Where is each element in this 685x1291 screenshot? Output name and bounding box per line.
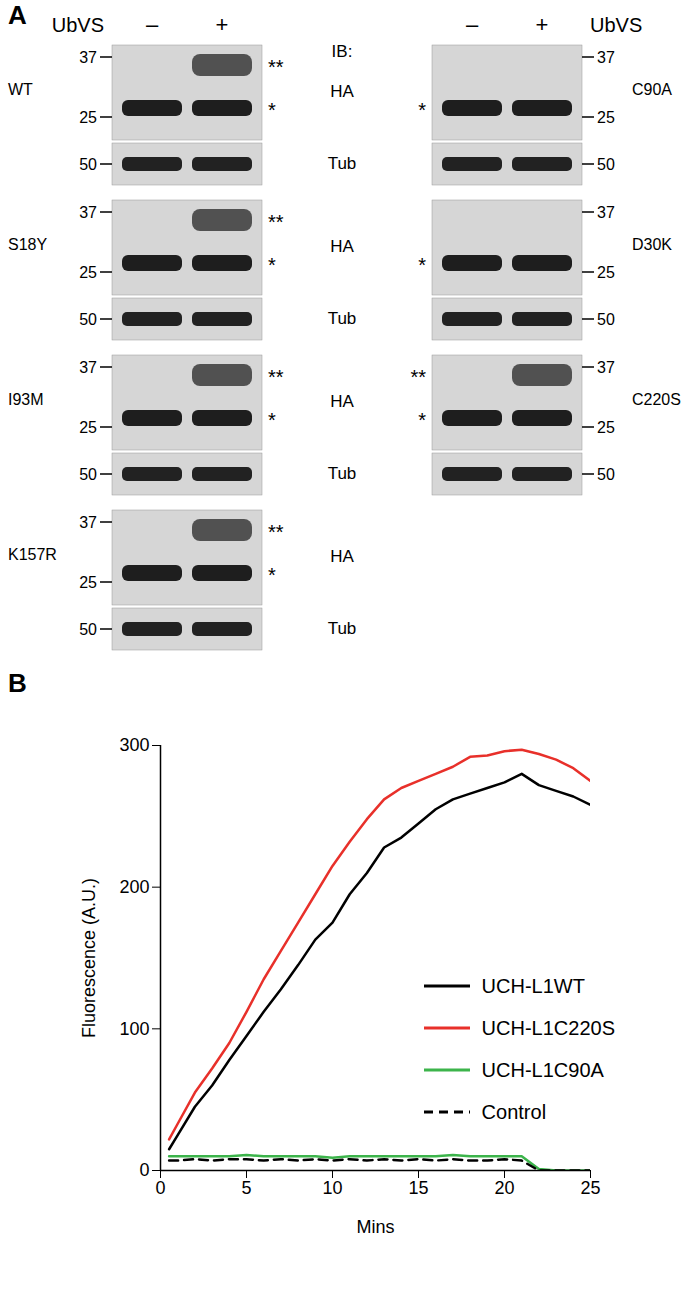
html-text:UCH-L1C90A: UCH-L1C90A — [481, 1058, 604, 1081]
svg-text:50: 50 — [79, 621, 97, 638]
svg-text:50: 50 — [597, 311, 615, 328]
svg-text:Tub: Tub — [328, 154, 357, 173]
html-text:UCH-L1C220S: UCH-L1C220S — [481, 1016, 615, 1039]
svg-text:UbVS: UbVS — [52, 14, 104, 36]
svg-text:50: 50 — [79, 466, 97, 483]
svg-text:5: 5 — [241, 1178, 251, 1198]
svg-text:37: 37 — [79, 359, 97, 376]
svg-text:Tub: Tub — [328, 464, 357, 483]
svg-text:Mins: Mins — [356, 1217, 394, 1237]
svg-text:37: 37 — [597, 49, 615, 66]
svg-text:**: ** — [410, 366, 426, 388]
svg-text:25: 25 — [597, 109, 615, 126]
svg-text:Fluorescence (A.U.): Fluorescence (A.U.) — [79, 878, 99, 1038]
svg-text:HA: HA — [330, 547, 354, 566]
svg-text:C90A: C90A — [632, 81, 672, 98]
svg-text:25: 25 — [580, 1178, 600, 1198]
svg-text:D30K: D30K — [632, 236, 672, 253]
html-text:UCH-L1WT: UCH-L1WT — [481, 974, 585, 997]
svg-text:200: 200 — [119, 877, 149, 897]
svg-text:0: 0 — [155, 1178, 165, 1198]
svg-text:37: 37 — [597, 204, 615, 221]
html-text:B: B — [8, 668, 27, 698]
svg-text:37: 37 — [79, 49, 97, 66]
svg-text:10: 10 — [322, 1178, 342, 1198]
svg-text:*: * — [268, 564, 276, 586]
svg-text:*: * — [268, 99, 276, 121]
svg-text:HA: HA — [330, 237, 354, 256]
svg-text:HA: HA — [330, 82, 354, 101]
svg-text:*: * — [418, 254, 426, 276]
svg-text:+: + — [216, 12, 229, 37]
svg-text:0: 0 — [139, 1160, 149, 1180]
svg-text:**: ** — [268, 56, 284, 78]
svg-text:C220S: C220S — [632, 391, 681, 408]
svg-text:25: 25 — [597, 419, 615, 436]
svg-text:A: A — [8, 0, 27, 30]
svg-text:Tub: Tub — [328, 619, 357, 638]
svg-text:*: * — [418, 99, 426, 121]
svg-text:20: 20 — [494, 1178, 514, 1198]
svg-text:50: 50 — [597, 156, 615, 173]
svg-text:*: * — [268, 254, 276, 276]
svg-text:25: 25 — [597, 264, 615, 281]
svg-text:–: – — [146, 12, 159, 37]
svg-text:25: 25 — [79, 264, 97, 281]
svg-text:50: 50 — [79, 156, 97, 173]
svg-text:*: * — [268, 409, 276, 431]
svg-text:K157R: K157R — [8, 546, 57, 563]
svg-text:37: 37 — [79, 514, 97, 531]
svg-text:+: + — [536, 12, 549, 37]
svg-text:**: ** — [268, 366, 284, 388]
svg-text:15: 15 — [408, 1178, 428, 1198]
svg-text:37: 37 — [597, 359, 615, 376]
svg-text:**: ** — [268, 521, 284, 543]
svg-text:25: 25 — [79, 109, 97, 126]
svg-text:S18Y: S18Y — [8, 236, 47, 253]
svg-text:100: 100 — [119, 1019, 149, 1039]
svg-text:WT: WT — [8, 81, 33, 98]
svg-text:*: * — [418, 409, 426, 431]
svg-text:50: 50 — [597, 466, 615, 483]
svg-text:50: 50 — [79, 311, 97, 328]
svg-text:37: 37 — [79, 204, 97, 221]
svg-text:–: – — [466, 12, 479, 37]
svg-text:UbVS: UbVS — [590, 14, 642, 36]
svg-text:IB:: IB: — [332, 42, 353, 61]
svg-text:**: ** — [268, 211, 284, 233]
svg-text:I93M: I93M — [8, 391, 44, 408]
svg-text:25: 25 — [79, 419, 97, 436]
svg-text:Tub: Tub — [328, 309, 357, 328]
html-text:Control: Control — [481, 1100, 547, 1123]
svg-text:25: 25 — [79, 574, 97, 591]
svg-text:300: 300 — [119, 735, 149, 755]
svg-text:HA: HA — [330, 392, 354, 411]
